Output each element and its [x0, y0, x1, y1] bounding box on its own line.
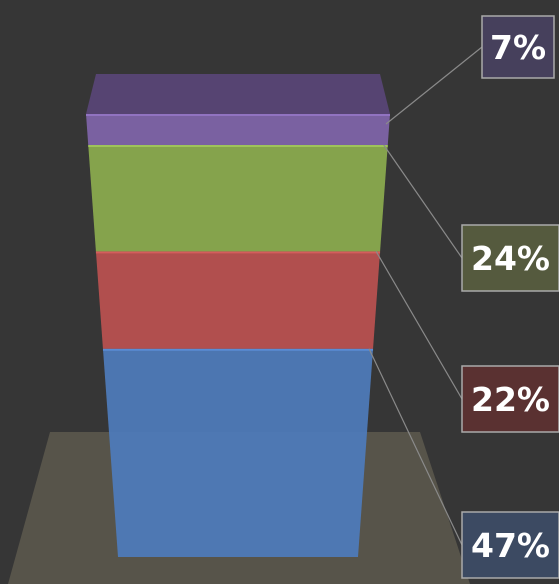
bar-segments: [86, 74, 390, 557]
data-label-box-47: [461, 511, 559, 579]
leader-line-24: [383, 144, 463, 259]
data-label-box-7: [481, 15, 555, 79]
data-label-box-24: [461, 224, 559, 292]
leader-line-22: [375, 251, 463, 400]
data-label-24: 24%: [471, 239, 550, 278]
bar-segment-47: [102, 348, 374, 557]
leader-line-7: [385, 46, 483, 125]
data-labels: 47% 22% 24% 7%: [368, 15, 559, 579]
bar-segment-7: [86, 114, 390, 146]
bar-segment-24: [88, 145, 388, 252]
data-label-22: 22%: [471, 380, 550, 419]
bar-top-cap: [86, 74, 390, 114]
data-label-47: 47%: [471, 526, 550, 565]
leader-line-47: [368, 348, 463, 546]
bar-segment-22: [95, 251, 381, 349]
data-label-box-22: [461, 365, 559, 433]
data-label-7: 7%: [490, 28, 546, 67]
